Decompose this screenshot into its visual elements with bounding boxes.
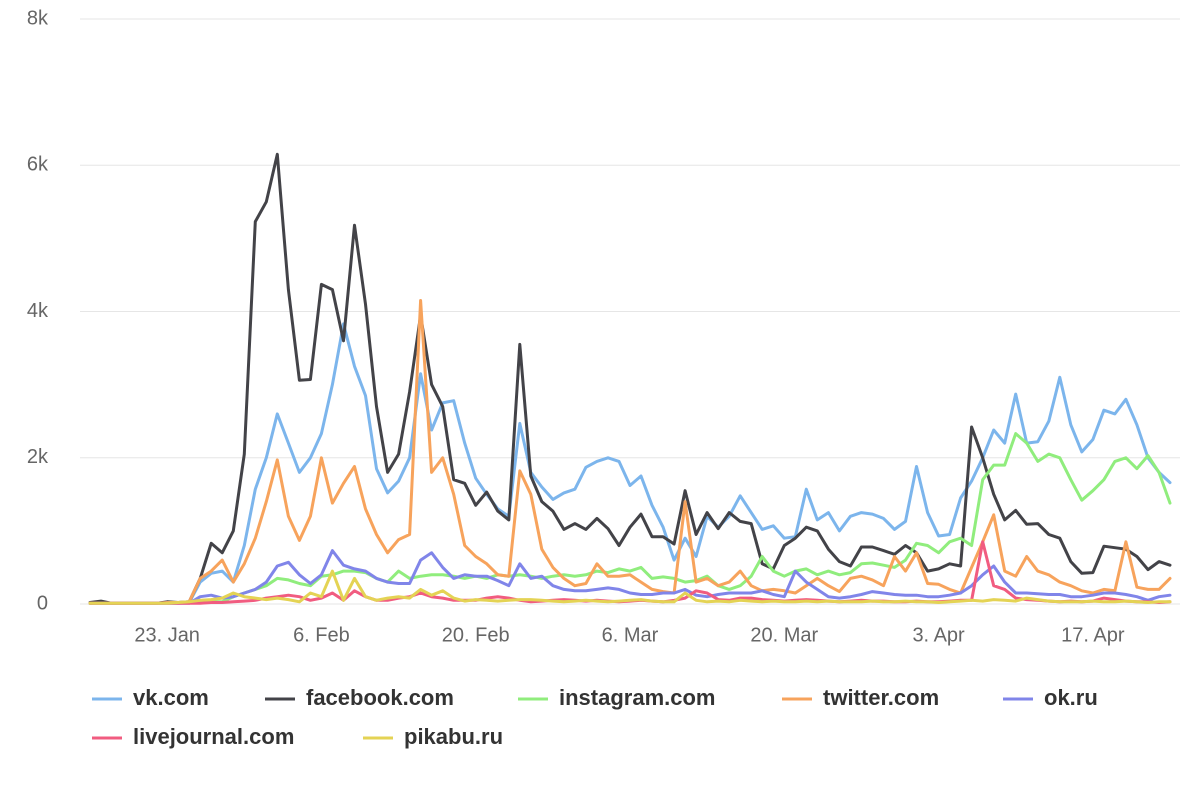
legend-item[interactable]: livejournal.com <box>133 724 294 749</box>
series-line <box>88 569 1172 605</box>
legend-item[interactable]: facebook.com <box>306 685 454 710</box>
y-tick-label: 8k <box>27 7 49 29</box>
x-tick-label: 20. Feb <box>442 624 510 646</box>
y-tick-label: 4k <box>27 300 49 322</box>
legend-item[interactable]: twitter.com <box>823 685 939 710</box>
x-tick-label: 23. Jan <box>134 624 200 646</box>
x-tick-label: 3. Apr <box>912 624 965 646</box>
x-tick-label: 6. Feb <box>293 624 350 646</box>
legend-item[interactable]: instagram.com <box>559 685 716 710</box>
x-tick-label: 17. Apr <box>1061 624 1125 646</box>
series-line <box>88 432 1172 605</box>
series-line <box>88 299 1172 605</box>
x-tick-label: 6. Mar <box>602 624 659 646</box>
legend-item[interactable]: vk.com <box>133 685 209 710</box>
y-tick-label: 0 <box>37 592 48 614</box>
y-tick-label: 2k <box>27 446 49 468</box>
series-line <box>88 152 1172 605</box>
y-tick-label: 6k <box>27 154 49 176</box>
x-tick-label: 20. Mar <box>750 624 818 646</box>
legend-item[interactable]: pikabu.ru <box>404 724 503 749</box>
legend-item[interactable]: ok.ru <box>1044 685 1098 710</box>
series-line <box>88 322 1172 605</box>
series-line <box>88 549 1172 605</box>
